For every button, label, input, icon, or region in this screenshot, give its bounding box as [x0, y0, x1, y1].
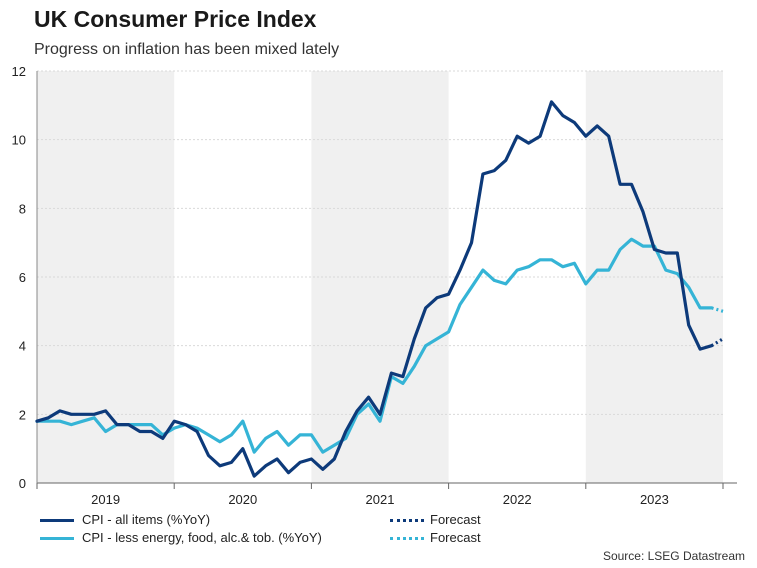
legend-swatch-cpi-forecast: [390, 519, 424, 522]
legend-swatch-core: [40, 537, 74, 540]
legend-label-cpi-forecast: Forecast: [430, 512, 481, 527]
x-tick-label-2019: 2019: [91, 492, 120, 505]
chart-subtitle: Progress on inflation has been mixed lat…: [34, 41, 340, 58]
x-tick-label-2022: 2022: [503, 492, 532, 505]
legend-label-cpi: CPI - all items (%YoY): [82, 512, 211, 527]
y-tick-label-4: 4: [19, 339, 26, 354]
legend-label-core: CPI - less energy, food, alc.& tob. (%Yo…: [82, 530, 322, 545]
legend-swatch-cpi: [40, 519, 74, 522]
source-note: Source: LSEG Datastream: [602, 549, 745, 563]
legend-label-core-forecast: Forecast: [430, 530, 481, 545]
line-chart: 0 2 4 6 8 10 12 2019 2020 2021 2022 2023: [12, 64, 737, 505]
y-tick-label-2: 2: [19, 407, 26, 422]
legend-swatch-core-forecast: [390, 537, 424, 540]
x-tick-label-2020: 2020: [228, 492, 257, 505]
y-tick-label-12: 12: [12, 64, 26, 79]
y-tick-label-10: 10: [12, 133, 26, 148]
y-tick-label-8: 8: [19, 201, 26, 216]
y-tick-label-6: 6: [19, 270, 26, 285]
forecast-line-core: [711, 306, 724, 313]
x-axis: 2019 2020 2021 2022 2023: [36, 71, 737, 505]
chart-title: UK Consumer Price Index: [34, 6, 317, 32]
x-tick-label-2021: 2021: [366, 492, 395, 505]
y-axis-ticks: 0 2 4 6 8 10 12: [12, 64, 26, 491]
series-line-core: [35, 237, 714, 454]
y-tick-label-0: 0: [19, 476, 26, 491]
forecast-line-cpi: [710, 337, 724, 348]
series-line-cpi: [35, 100, 714, 478]
x-tick-label-2023: 2023: [640, 492, 669, 505]
series-lines: [35, 100, 724, 478]
